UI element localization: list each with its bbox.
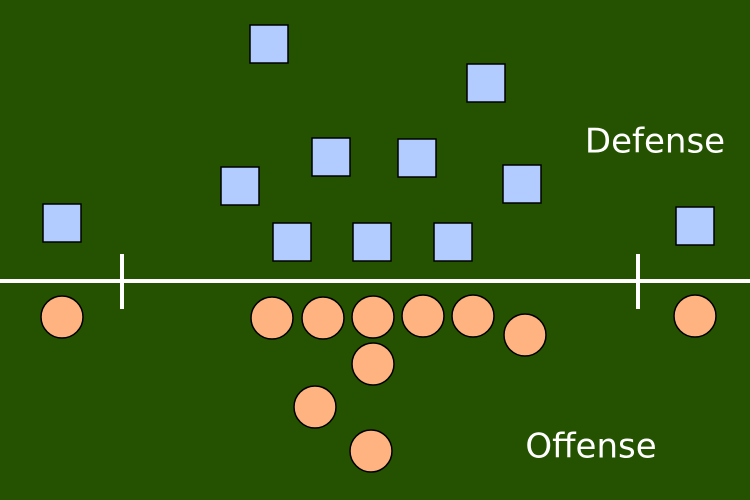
offensive-player	[351, 295, 395, 339]
defender	[272, 222, 312, 262]
offensive-player	[673, 294, 717, 338]
offensive-player	[293, 385, 337, 429]
defender	[397, 138, 437, 178]
offensive-player	[451, 294, 495, 338]
offense-players	[40, 294, 717, 473]
defender	[675, 206, 715, 246]
offense-label: Offense	[525, 427, 656, 467]
offensive-player	[503, 313, 547, 357]
offensive-player	[250, 296, 294, 340]
defender	[433, 222, 473, 262]
defender	[249, 24, 289, 64]
defender	[42, 203, 82, 243]
offensive-player	[301, 296, 345, 340]
defender	[311, 137, 351, 177]
offensive-player	[349, 429, 393, 473]
offensive-player	[351, 342, 395, 386]
defender	[220, 166, 260, 206]
offensive-player	[401, 294, 445, 338]
defender	[466, 63, 506, 103]
offensive-player	[40, 295, 84, 339]
defender	[502, 164, 542, 204]
defense-label: Defense	[585, 122, 725, 162]
defender	[352, 222, 392, 262]
defense-players	[42, 24, 715, 262]
